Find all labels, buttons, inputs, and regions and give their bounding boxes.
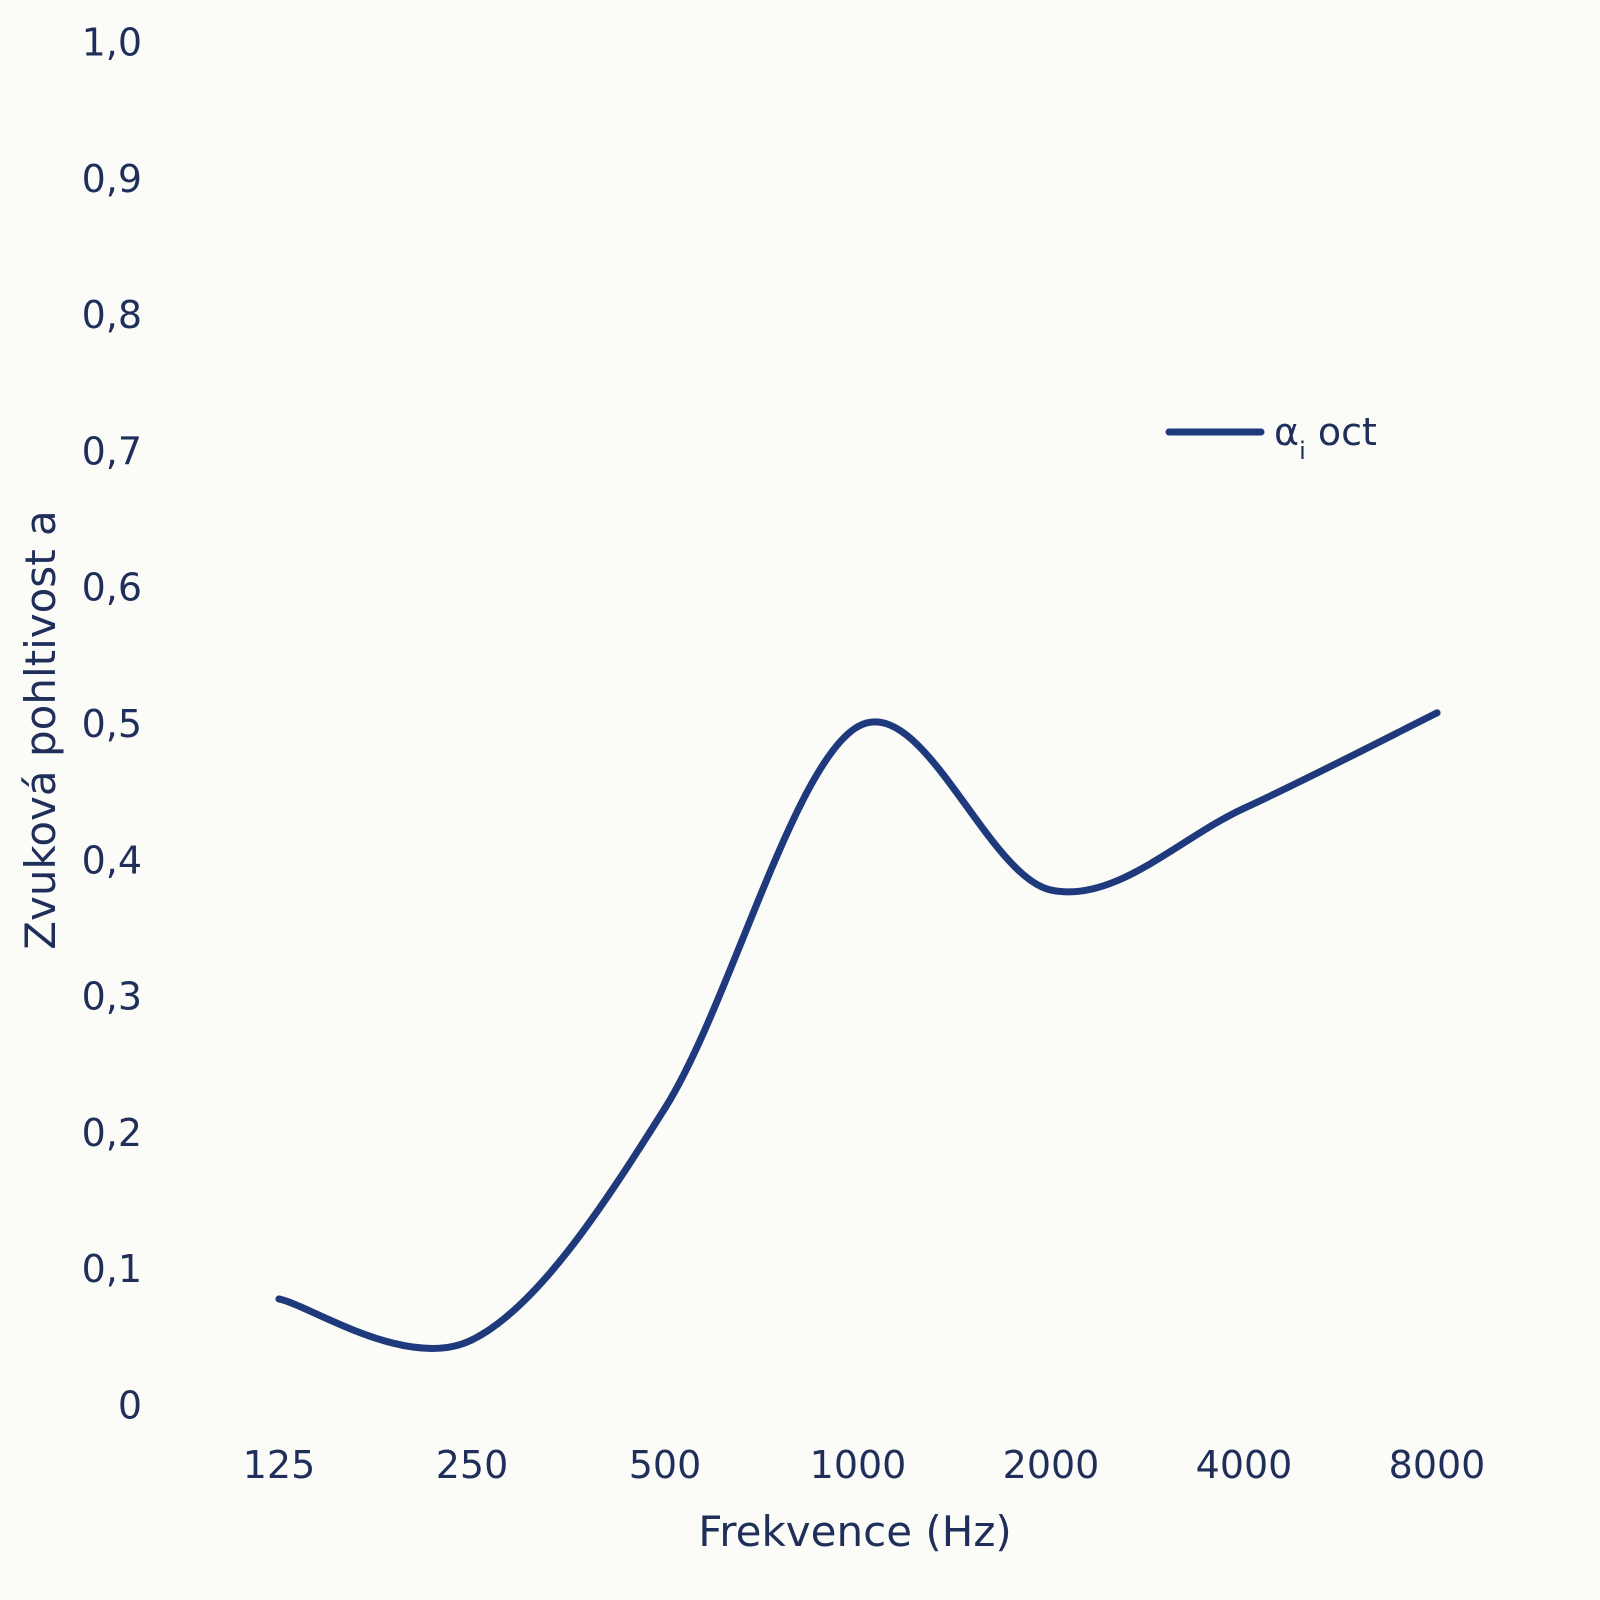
y-tick-label: 0,3: [82, 975, 142, 1019]
series-line: [275, 709, 1441, 1352]
x-tick-label: 4000: [1196, 1443, 1293, 1487]
y-tick-label: 0,1: [82, 1247, 142, 1291]
data-point-4000: [1240, 804, 1248, 812]
legend-label-subscript: i: [1299, 437, 1306, 465]
y-axis-ticks: 0 0,1 0,2 0,3 0,4 0,5 0,6 0,7 0,8 0,9 1,0: [82, 21, 142, 1428]
y-tick-label: 1,0: [82, 21, 142, 65]
y-tick-label: 0,2: [82, 1111, 142, 1155]
x-tick-label: 250: [436, 1443, 509, 1487]
data-point-8000: [1433, 709, 1441, 717]
x-tick-label: 2000: [1003, 1443, 1100, 1487]
x-tick-label: 8000: [1389, 1443, 1486, 1487]
y-tick-label: 0,7: [82, 429, 142, 473]
x-axis-title: Frekvence (Hz): [698, 1507, 1012, 1556]
data-point-250: [468, 1336, 476, 1344]
y-axis-title: Zvuková pohltivost a: [16, 510, 65, 949]
x-tick-label: 500: [629, 1443, 702, 1487]
legend-label: αi oct: [1274, 410, 1377, 465]
y-tick-label: 0: [118, 1384, 142, 1428]
x-axis-ticks: 125 250 500 1000 2000 4000 8000: [243, 1443, 1486, 1487]
data-point-2000: [1047, 886, 1055, 894]
y-tick-label: 0,5: [82, 702, 142, 746]
y-tick-label: 0,4: [82, 838, 142, 882]
data-point-500: [661, 1104, 669, 1112]
data-point-1000: [854, 723, 862, 730]
legend-label-symbol: α: [1274, 410, 1299, 454]
legend: αi oct: [1165, 410, 1377, 465]
legend-label-suffix: oct: [1306, 410, 1377, 454]
y-tick-label: 0,8: [82, 293, 142, 337]
x-tick-label: 125: [243, 1443, 316, 1487]
y-tick-label: 0,9: [82, 157, 142, 201]
data-point-125: [275, 1295, 283, 1303]
y-tick-label: 0,6: [82, 566, 142, 610]
x-tick-label: 1000: [810, 1443, 907, 1487]
series-group: [275, 709, 1441, 1352]
